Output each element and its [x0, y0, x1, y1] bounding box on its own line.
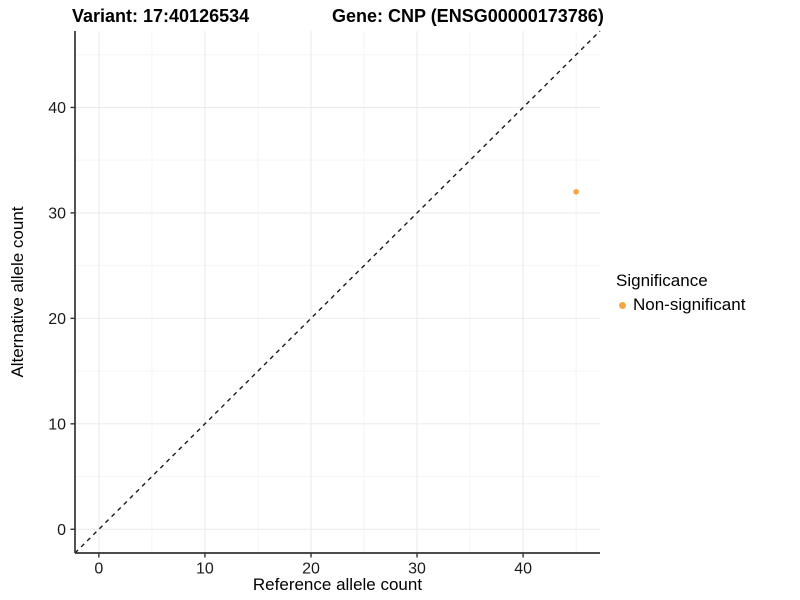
svg-text:10: 10 — [48, 416, 66, 433]
legend-key-dot — [619, 301, 626, 309]
legend-item: Non-significant — [615, 295, 745, 315]
svg-text:0: 0 — [94, 560, 103, 577]
svg-text:40: 40 — [514, 560, 532, 577]
legend-title: Significance — [616, 271, 708, 290]
svg-text:30: 30 — [408, 560, 426, 577]
svg-text:20: 20 — [302, 560, 320, 577]
svg-text:20: 20 — [48, 311, 66, 328]
legend-item-label: Non-significant — [633, 295, 746, 314]
gene-title: Gene: CNP (ENSG00000173786) — [332, 6, 604, 26]
data-point — [573, 189, 579, 195]
legend: Significance Non-significant — [615, 271, 745, 315]
x-axis-label: Reference allele count — [252, 575, 423, 594]
svg-text:40: 40 — [48, 100, 66, 117]
variant-title: Variant: 17:40126534 — [72, 6, 250, 26]
svg-text:30: 30 — [48, 205, 66, 222]
svg-text:0: 0 — [57, 522, 66, 539]
svg-text:10: 10 — [196, 560, 214, 577]
